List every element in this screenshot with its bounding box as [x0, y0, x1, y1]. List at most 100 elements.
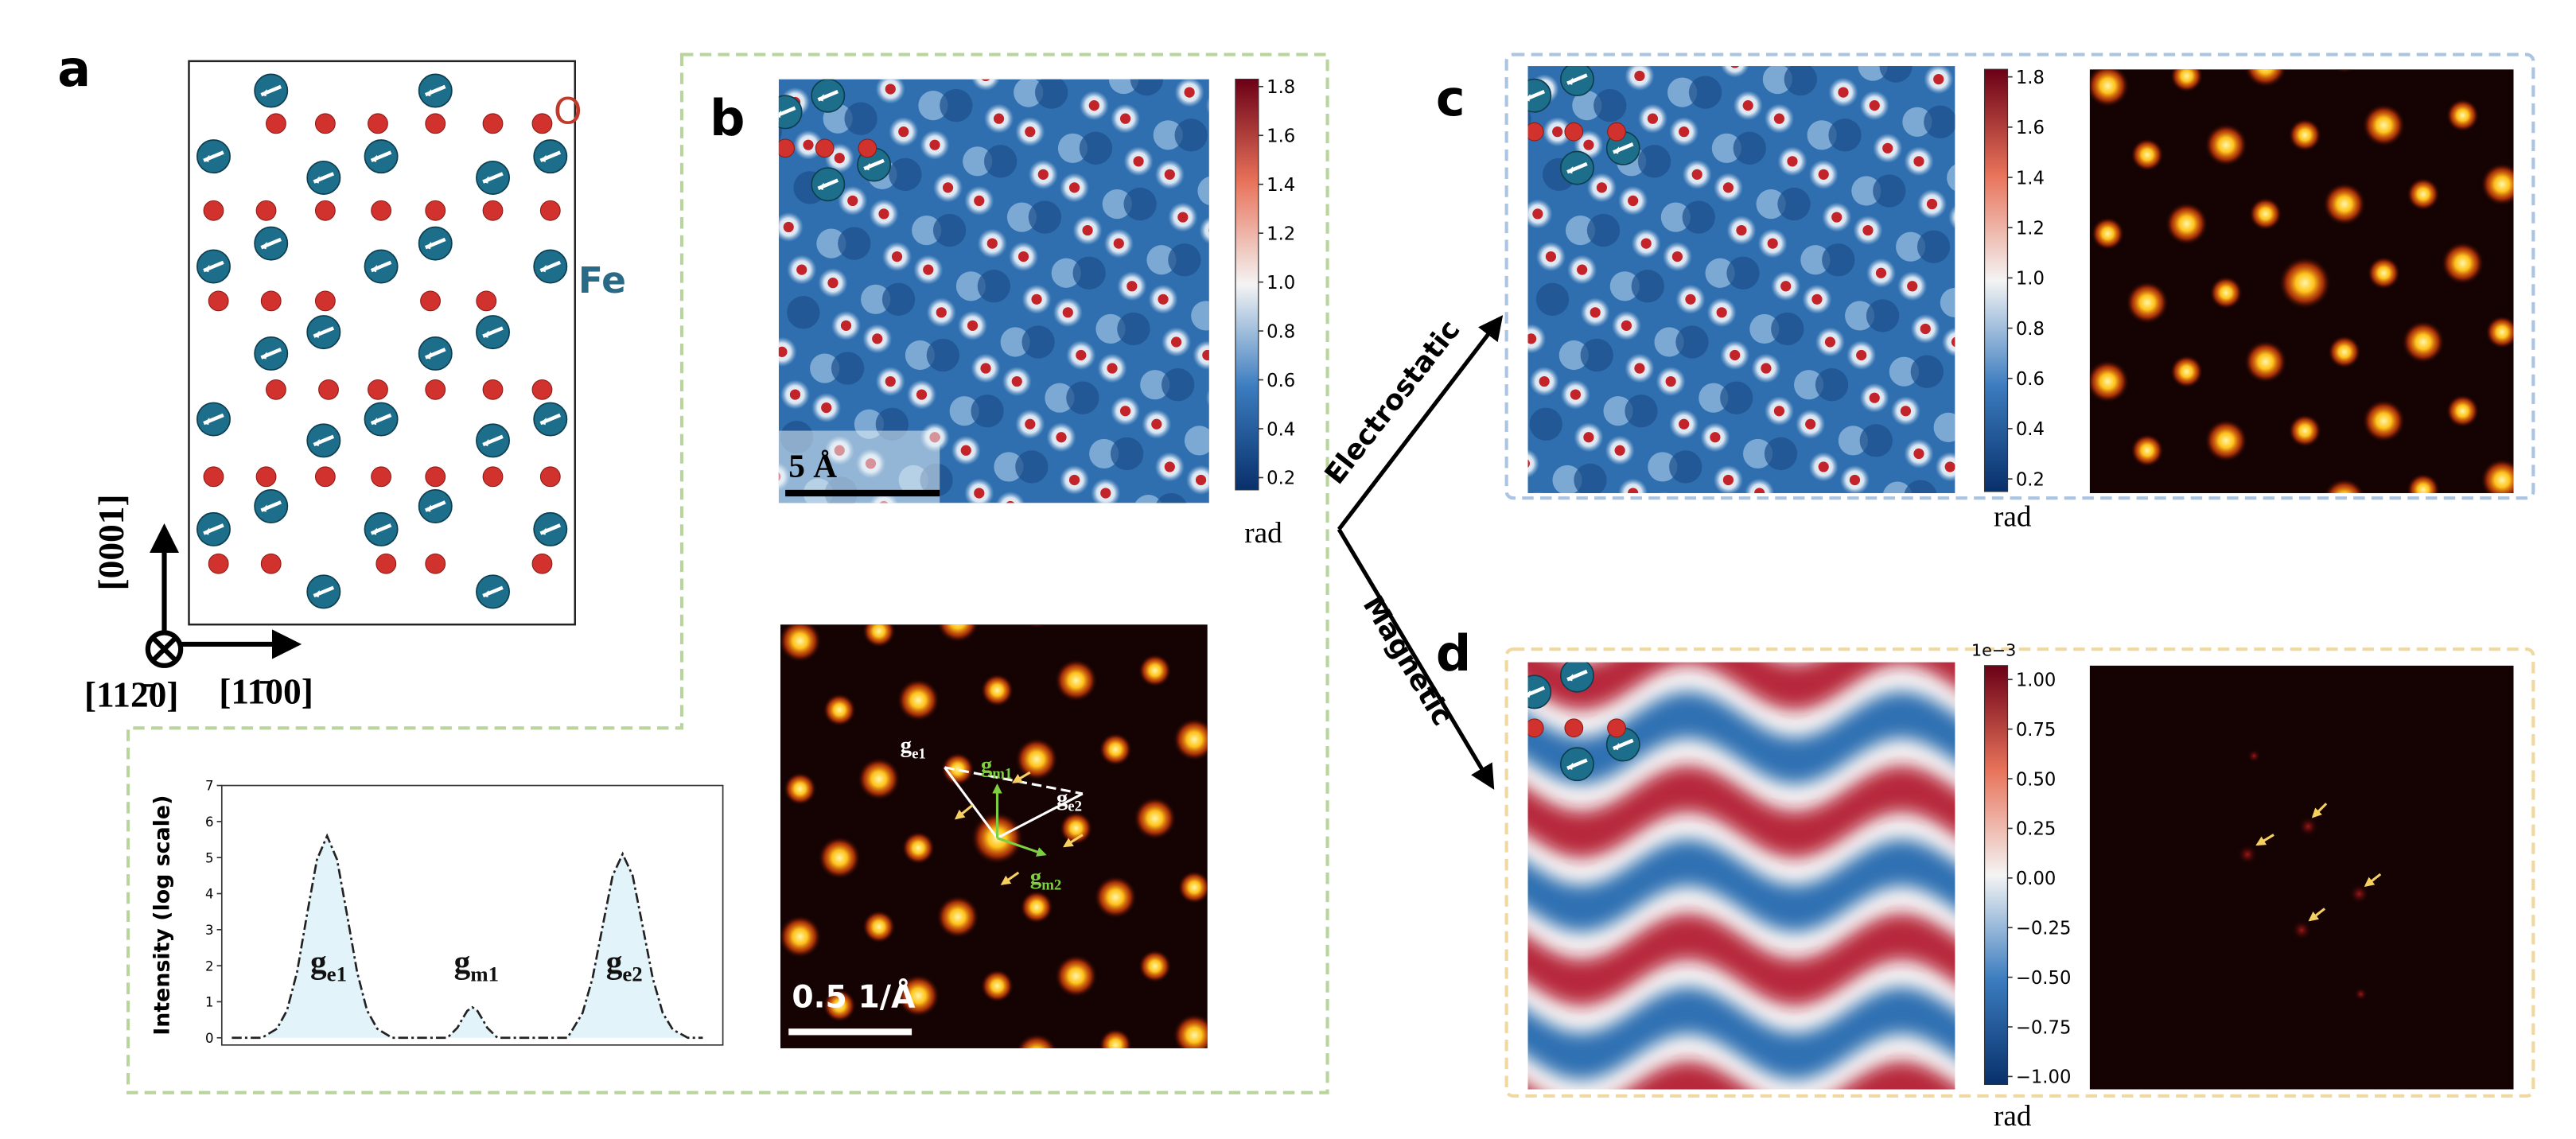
- fft-spot: [2047, 439, 2090, 482]
- phase-band-positive: [1527, 662, 1955, 710]
- panel-frame: [1504, 647, 2535, 1098]
- phase-peak: [1195, 474, 1207, 486]
- phase-peak: [1958, 504, 1968, 515]
- phase-dark: [1688, 76, 1722, 109]
- phase-light: [1883, 481, 1913, 493]
- phase-peak: [1062, 307, 1073, 318]
- out-of-plane-symbol: [150, 636, 178, 663]
- o-atom: [425, 200, 446, 221]
- phase-dark: [1815, 368, 1849, 402]
- fft-spot: [1015, 737, 1058, 781]
- panel-label: b: [710, 89, 745, 147]
- fft-vector: [996, 837, 1047, 857]
- phase-band-positive: [1527, 913, 1955, 1006]
- o-atom: [318, 379, 339, 400]
- phase-peak: [1640, 238, 1652, 249]
- phase-peak: [1831, 212, 1843, 223]
- spin-arrow-head: [371, 527, 377, 535]
- phase-bands: [1527, 662, 1955, 1090]
- phase-light: [1947, 164, 1955, 192]
- phase-halo: [1555, 504, 1584, 534]
- o-atom: [482, 113, 504, 134]
- phase-peak: [1679, 418, 1690, 430]
- reciprocal-vector-label: ge1: [901, 733, 926, 762]
- phase-peak: [936, 307, 947, 318]
- spin-arrow-head: [483, 438, 489, 447]
- phase-halo: [1531, 491, 1545, 493]
- fft-spot: [780, 624, 822, 663]
- phase-peak: [1811, 293, 1823, 305]
- spin-arrow-head: [313, 176, 320, 184]
- colorbar-tick-label: 1.6: [1267, 126, 1295, 147]
- phase-light: [1609, 271, 1640, 301]
- phase-dark: [1733, 131, 1766, 165]
- fft-arrow: [2255, 834, 2274, 846]
- colorbar-tick-label: 1.2: [1267, 224, 1295, 244]
- phase-light: [1558, 340, 1589, 371]
- phase-halo: [1955, 370, 1984, 399]
- o-atom: [1607, 718, 1626, 738]
- fft-spot: [2407, 177, 2440, 211]
- phase-light: [1654, 327, 1684, 357]
- phase-halo: [1758, 521, 1788, 550]
- spin-arrow-head: [1613, 742, 1620, 751]
- spin-arrow: [1527, 89, 1546, 101]
- symbol: g: [606, 943, 623, 980]
- phase-peak: [1920, 31, 1931, 41]
- phase-halo: [736, 32, 765, 61]
- phase-dark: [730, 490, 762, 523]
- o-atom: [1564, 718, 1584, 738]
- fft-spot: [2243, 340, 2287, 383]
- symbol: g: [1056, 785, 1068, 811]
- phase-dark: [1910, 355, 1944, 388]
- phase-dark: [1866, 299, 1900, 332]
- phase-peak: [759, 84, 769, 94]
- fft-spot: [2288, 119, 2321, 152]
- phase-halo: [1618, 478, 1648, 493]
- colorbar-tick-label: 1.8: [1267, 77, 1295, 98]
- phase-peak: [1671, 251, 1683, 262]
- phase-peak: [1787, 156, 1798, 167]
- fft-spot: [1178, 575, 1211, 608]
- fe-atom: [196, 402, 231, 437]
- phase-dark: [1130, 79, 1164, 96]
- colorbar-tick-label: 0.50: [2016, 769, 2057, 790]
- fft-spot: [2402, 321, 2445, 363]
- fe-atom: [476, 574, 510, 609]
- phase-peak: [1628, 195, 1639, 207]
- phase-light: [994, 452, 1024, 482]
- phase-peak: [1614, 445, 1625, 456]
- phase-peak: [1951, 336, 1955, 348]
- phase-halo: [818, 561, 847, 590]
- fft-spot: [2244, 69, 2287, 87]
- fft-background: [2089, 665, 2514, 1090]
- fe-atom: [533, 402, 568, 437]
- spin-arrow-head: [425, 88, 432, 97]
- fft-spot: [2446, 395, 2480, 428]
- phase-peak: [885, 84, 896, 95]
- fft-spot: [2520, 379, 2563, 422]
- phase-peak: [1710, 432, 1721, 443]
- phase-peak: [783, 221, 794, 233]
- fft-spot: [1217, 792, 1250, 825]
- y-tick-label: 3: [205, 923, 214, 938]
- phase-peak: [1933, 73, 1944, 85]
- phase-peak: [1151, 418, 1162, 430]
- phase-peak: [872, 333, 883, 344]
- o-atom: [266, 113, 286, 134]
- phase-dark: [1034, 79, 1068, 109]
- o-atom: [208, 290, 229, 312]
- fft-spot: [2291, 919, 2312, 940]
- phase-dark: [736, 365, 769, 398]
- phase-halo: [1193, 340, 1209, 371]
- phase-peak: [986, 238, 998, 249]
- phase-dark: [1021, 325, 1055, 359]
- fft-spot: [818, 836, 862, 880]
- phase-peak: [1869, 392, 1880, 403]
- fe-atom: [196, 139, 231, 174]
- spin-arrow-head: [425, 504, 432, 512]
- phase-peak: [1056, 432, 1067, 443]
- phase-dark: [1161, 368, 1195, 402]
- reciprocal-vector-label: gm2: [1030, 864, 1062, 893]
- image: [1527, 662, 1955, 1090]
